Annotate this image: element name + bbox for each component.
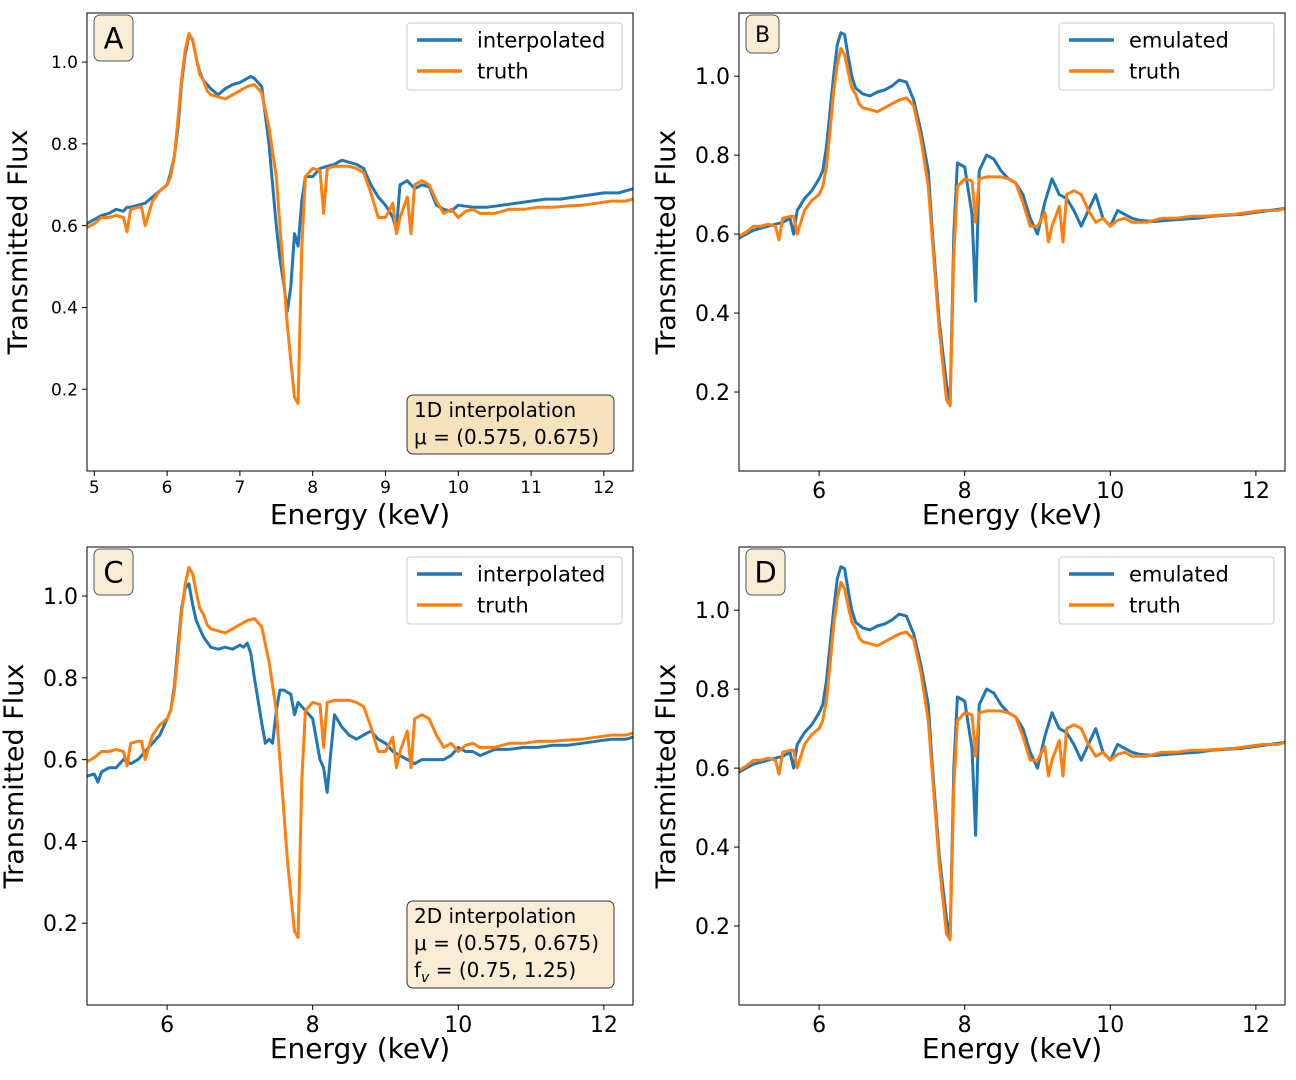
x-tick-label: 6 bbox=[162, 478, 173, 498]
annotation-rest: = (0.75, 1.25) bbox=[429, 958, 576, 982]
x-tick-label: 9 bbox=[380, 478, 391, 498]
y-tick-label: 0.2 bbox=[51, 380, 78, 400]
panel-C: 6 8 10 12 0.2 0.4 0.6 0.8 1.0 Energy (keV) Transmi… bbox=[0, 546, 634, 1065]
panel-label-box bbox=[93, 14, 134, 62]
x-axis-label: Energy (keV) bbox=[270, 498, 450, 531]
y-tick-label: 0.4 bbox=[43, 830, 78, 855]
legend: emulated truth bbox=[1058, 556, 1275, 625]
annotation-line: μ = (0.575, 0.675) bbox=[414, 425, 599, 449]
y-tick-label: 0.4 bbox=[695, 302, 730, 327]
annotation-box bbox=[406, 394, 615, 455]
x-tick-label: 8 bbox=[307, 478, 318, 498]
x-axis-label: Energy (keV) bbox=[270, 1032, 450, 1065]
y-tick-label: 1.0 bbox=[695, 599, 730, 624]
x-tick-label: 10 bbox=[444, 1013, 472, 1038]
panel-label-box bbox=[93, 548, 134, 596]
y-tick-label: 0.8 bbox=[51, 135, 78, 155]
x-tick-label: 5 bbox=[89, 478, 100, 498]
x-axis-label: Energy (keV) bbox=[922, 1032, 1102, 1065]
axes-frame bbox=[738, 546, 1286, 1006]
x-tick-label: 8 bbox=[958, 479, 972, 504]
legend-label-truth: truth bbox=[477, 594, 529, 618]
x-tick-label: 6 bbox=[160, 1013, 174, 1038]
x-axis-label: Energy (keV) bbox=[922, 498, 1102, 531]
y-tick-label: 0.4 bbox=[695, 836, 730, 861]
annotation: 2D interpolation μ = (0.575, 0.675) fv =… bbox=[406, 900, 615, 989]
axes-frame bbox=[86, 12, 634, 472]
panel-D: 6 8 10 12 0.2 0.4 0.6 0.8 1.0 Energy (keV) Transmi… bbox=[651, 546, 1286, 1065]
panel-label: D bbox=[754, 556, 776, 590]
x-tick-label: 12 bbox=[1242, 479, 1270, 504]
panel-A: 5 6 7 8 9 10 11 12 0.2 0.4 0.6 0.8 1.0 Energy (keV) Tr… bbox=[3, 12, 634, 531]
legend-label-truth: truth bbox=[1129, 594, 1181, 618]
y-tick-label: 0.2 bbox=[695, 381, 730, 406]
x-tick-label: 10 bbox=[1096, 479, 1124, 504]
subscript: v bbox=[421, 970, 430, 986]
panel-label: A bbox=[104, 22, 124, 56]
legend: interpolated truth bbox=[406, 22, 623, 91]
y-tick-label: 0.8 bbox=[695, 144, 730, 169]
y-axis-label: Transmitted Flux bbox=[0, 664, 30, 890]
legend-label-interpolated: interpolated bbox=[477, 563, 605, 587]
y-tick-label: 0.8 bbox=[43, 667, 78, 692]
panel-B: 6 8 10 12 0.2 0.4 0.6 0.8 1.0 Energy (keV) Transmi… bbox=[651, 12, 1286, 531]
series-line-truth bbox=[87, 31, 633, 405]
x-tick-label: 12 bbox=[590, 1013, 618, 1038]
x-tick-label: 8 bbox=[306, 1013, 320, 1038]
axes-frame bbox=[86, 546, 634, 1006]
panel-label: B bbox=[755, 23, 770, 48]
legend: interpolated truth bbox=[406, 556, 623, 625]
x-tick-label: 6 bbox=[812, 1013, 826, 1038]
series-line-truth bbox=[739, 47, 1285, 408]
annotation-line: 2D interpolation bbox=[414, 904, 576, 928]
annotation-line: fv = (0.75, 1.25) bbox=[414, 958, 576, 986]
y-tick-label: 0.6 bbox=[43, 749, 78, 774]
panel-label: C bbox=[103, 556, 123, 590]
y-tick-label: 0.2 bbox=[43, 912, 78, 937]
legend-label-interpolated: interpolated bbox=[477, 29, 605, 53]
y-tick-label: 0.6 bbox=[51, 217, 78, 237]
axes-frame bbox=[738, 12, 1286, 472]
panel-label-box bbox=[745, 548, 786, 596]
x-tick-label: 6 bbox=[812, 479, 826, 504]
y-tick-label: 0.6 bbox=[695, 757, 730, 782]
series-line-truth bbox=[87, 565, 633, 939]
y-tick-label: 0.8 bbox=[695, 678, 730, 703]
y-tick-label: 0.4 bbox=[51, 299, 78, 319]
x-tick-label: 10 bbox=[447, 478, 469, 498]
legend-label-truth: truth bbox=[1129, 60, 1181, 84]
legend: emulated truth bbox=[1058, 22, 1275, 91]
legend-label-emulated: emulated bbox=[1129, 29, 1229, 53]
series-line-truth bbox=[739, 581, 1285, 942]
y-tick-label: 1.0 bbox=[51, 53, 78, 73]
annotation-box bbox=[406, 900, 615, 989]
y-axis-label: Transmitted Flux bbox=[651, 664, 682, 890]
x-tick-label: 12 bbox=[593, 478, 615, 498]
annotation: 1D interpolation μ = (0.575, 0.675) bbox=[406, 394, 615, 455]
x-tick-label: 10 bbox=[1096, 1013, 1124, 1038]
x-tick-label: 8 bbox=[958, 1013, 972, 1038]
annotation-line: 1D interpolation bbox=[414, 398, 576, 422]
y-tick-label: 1.0 bbox=[43, 585, 78, 610]
y-tick-label: 0.2 bbox=[695, 915, 730, 940]
y-axis-label: Transmitted Flux bbox=[3, 130, 34, 356]
y-axis-label: Transmitted Flux bbox=[651, 130, 682, 356]
legend-label-truth: truth bbox=[477, 60, 529, 84]
x-tick-label: 7 bbox=[234, 478, 245, 498]
legend-label-emulated: emulated bbox=[1129, 563, 1229, 587]
x-tick-label: 11 bbox=[520, 478, 542, 498]
x-tick-label: 12 bbox=[1242, 1013, 1270, 1038]
y-tick-label: 1.0 bbox=[695, 65, 730, 90]
y-tick-label: 0.6 bbox=[695, 223, 730, 248]
annotation-line: μ = (0.575, 0.675) bbox=[414, 931, 599, 955]
panel-label-box bbox=[745, 14, 780, 54]
